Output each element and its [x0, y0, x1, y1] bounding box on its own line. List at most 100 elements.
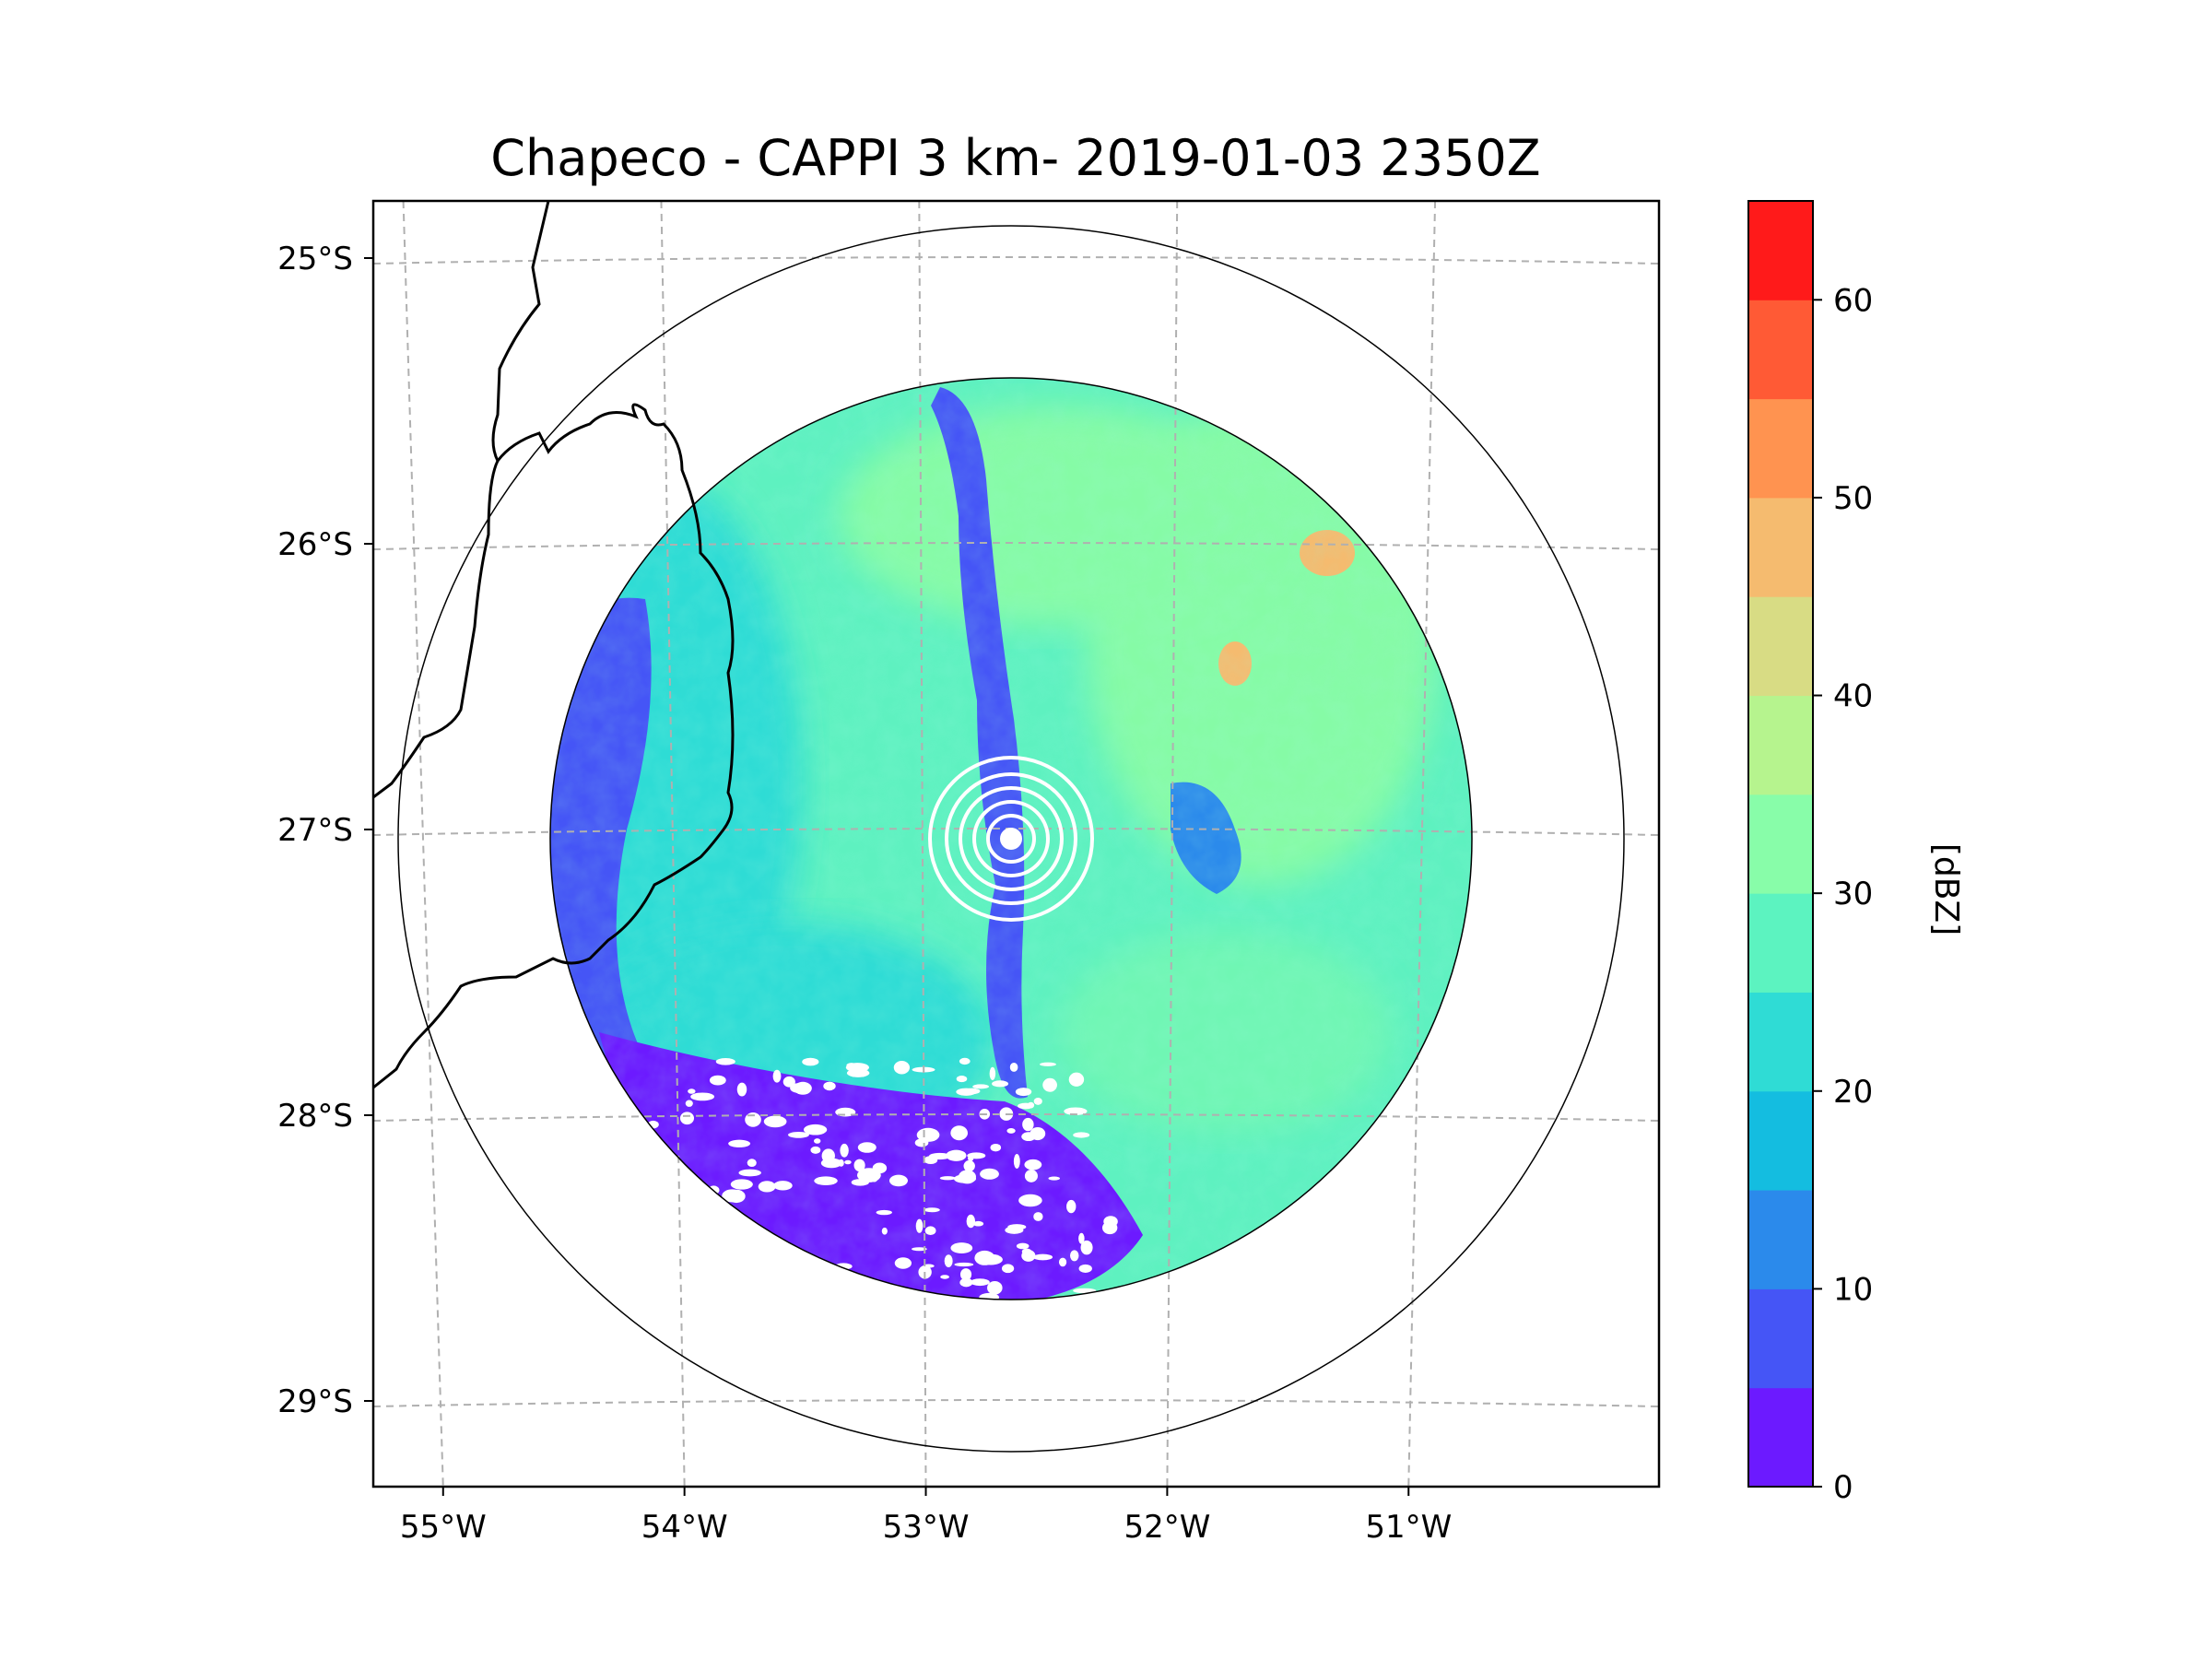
range-ring-300km	[397, 225, 1625, 1453]
no-echo-speckle	[738, 1169, 761, 1177]
no-echo-speckle	[968, 1156, 974, 1161]
no-echo-speckle	[844, 1159, 852, 1165]
colorbar-segment	[1748, 1090, 1813, 1191]
no-echo-speckle	[840, 1143, 849, 1158]
colorbar-segment	[1748, 794, 1813, 894]
colorbar-segment	[1748, 398, 1813, 499]
range-ring-250km	[549, 377, 1473, 1300]
colorbar-tick-label: 50	[1833, 480, 1873, 517]
no-echo-speckle	[810, 1146, 821, 1154]
no-echo-speckle	[685, 1100, 693, 1107]
no-echo-speckle	[782, 1076, 795, 1088]
x-axis: 55°W 54°W 53°W 52°W 51°W	[400, 1487, 1452, 1546]
no-echo-speckle	[1080, 1240, 1093, 1255]
no-echo-speckle	[1021, 1132, 1036, 1142]
no-echo-speckle	[944, 1254, 953, 1268]
no-echo-speckle	[773, 1181, 793, 1191]
colorbar-segment	[1748, 1387, 1813, 1488]
meridian-gridline	[660, 201, 686, 1487]
no-echo-speckle	[956, 1088, 977, 1096]
no-echo-speckle	[1027, 1101, 1035, 1109]
no-echo-speckle	[1042, 1077, 1057, 1092]
no-echo-speckle	[758, 1181, 776, 1193]
no-echo-speckle	[972, 1084, 990, 1089]
no-echo-speckle	[950, 1125, 969, 1141]
no-echo-speckle	[924, 1156, 938, 1165]
no-echo-speckle	[912, 1247, 927, 1252]
clutter-ring-3	[959, 786, 1064, 891]
colorbar-segment	[1748, 201, 1813, 300]
colorbar-segment	[1748, 992, 1813, 1092]
no-echo-speckle	[1040, 1062, 1056, 1066]
parallel-gridline	[373, 1399, 1659, 1407]
border-line-west	[373, 460, 500, 799]
colorbar-tick-label: 0	[1833, 1469, 1853, 1506]
no-echo-speckle	[924, 1207, 940, 1213]
colorbar-segment	[1748, 1288, 1813, 1389]
no-echo-speckle	[959, 1277, 973, 1288]
parallel-gridline	[373, 256, 1659, 265]
no-echo-speckle	[953, 1174, 977, 1183]
clutter-ring-2	[945, 772, 1077, 905]
no-echo-speckle	[814, 1176, 838, 1185]
no-echo-speckle	[1058, 1257, 1067, 1267]
x-tick-label: 54°W	[641, 1509, 728, 1546]
no-echo-speckle	[722, 1189, 743, 1203]
no-echo-speckle	[823, 1081, 836, 1091]
radar-site-marker	[1000, 828, 1022, 850]
no-echo-speckle	[1024, 1159, 1042, 1171]
no-echo-speckle	[894, 1257, 912, 1269]
meridian-gridline	[1407, 201, 1437, 1487]
no-echo-speckle	[1006, 1127, 1016, 1134]
no-echo-speckle	[989, 1066, 996, 1080]
colorbar-frame	[1747, 200, 1814, 1488]
colorbar-segment	[1748, 497, 1813, 597]
no-echo-speckle	[853, 1159, 865, 1172]
no-echo-speckle	[940, 1275, 949, 1279]
no-echo-speckle	[959, 1268, 972, 1281]
no-echo-speckle	[1015, 1088, 1032, 1097]
no-echo-speckle	[924, 1226, 936, 1236]
border-line-north	[373, 201, 735, 1089]
no-echo-speckle	[950, 1242, 973, 1254]
no-echo-speckle	[1064, 1107, 1088, 1115]
colorbar-tick-label: 10	[1833, 1271, 1873, 1308]
no-echo-speckle	[979, 1253, 1003, 1265]
no-echo-speckle	[966, 1214, 976, 1229]
no-echo-speckle	[1013, 1154, 1020, 1169]
axes-frame	[371, 199, 1661, 1488]
x-tick-label: 55°W	[400, 1509, 487, 1546]
y-tick-label: 27°S	[277, 812, 353, 849]
no-echo-speckle	[820, 1158, 842, 1169]
no-echo-speckle	[803, 1124, 828, 1135]
no-echo-speckle	[1048, 1176, 1061, 1181]
no-echo-speckle	[802, 1057, 819, 1066]
no-echo-speckle	[1073, 1132, 1090, 1138]
colorbar-segment	[1748, 893, 1813, 993]
no-echo-speckle	[1022, 1117, 1034, 1132]
no-echo-speckle	[1032, 1253, 1053, 1261]
near-field-clutter-rings	[928, 756, 1094, 922]
no-echo-speckle	[813, 1138, 821, 1144]
no-echo-speckle	[893, 1060, 911, 1075]
meridian-gridline	[402, 201, 444, 1487]
no-echo-speckle	[715, 1058, 735, 1065]
no-echo-speckle	[954, 1262, 974, 1267]
no-echo-speckle	[1073, 1288, 1097, 1294]
no-echo-speckle	[990, 1143, 1002, 1152]
no-echo-speckle	[970, 1278, 990, 1287]
colorbar-tick-label: 60	[1833, 282, 1873, 319]
no-echo-speckle	[1009, 1062, 1018, 1072]
no-echo-speckle	[730, 1179, 753, 1190]
no-echo-speckle	[1024, 1169, 1038, 1182]
no-echo-speckle	[987, 1280, 1003, 1295]
clutter-ring-4	[972, 800, 1050, 877]
y-tick-label: 25°S	[277, 241, 353, 277]
colorbar-segment	[1748, 1190, 1813, 1289]
no-echo-speckle	[963, 1159, 975, 1172]
no-echo-speckle	[992, 1080, 1009, 1088]
no-echo-speckle	[857, 1142, 877, 1153]
no-echo-speckle	[1021, 1250, 1036, 1262]
colorbar-label: [dBZ]	[1927, 843, 1965, 935]
no-echo-speckle	[972, 1220, 984, 1227]
